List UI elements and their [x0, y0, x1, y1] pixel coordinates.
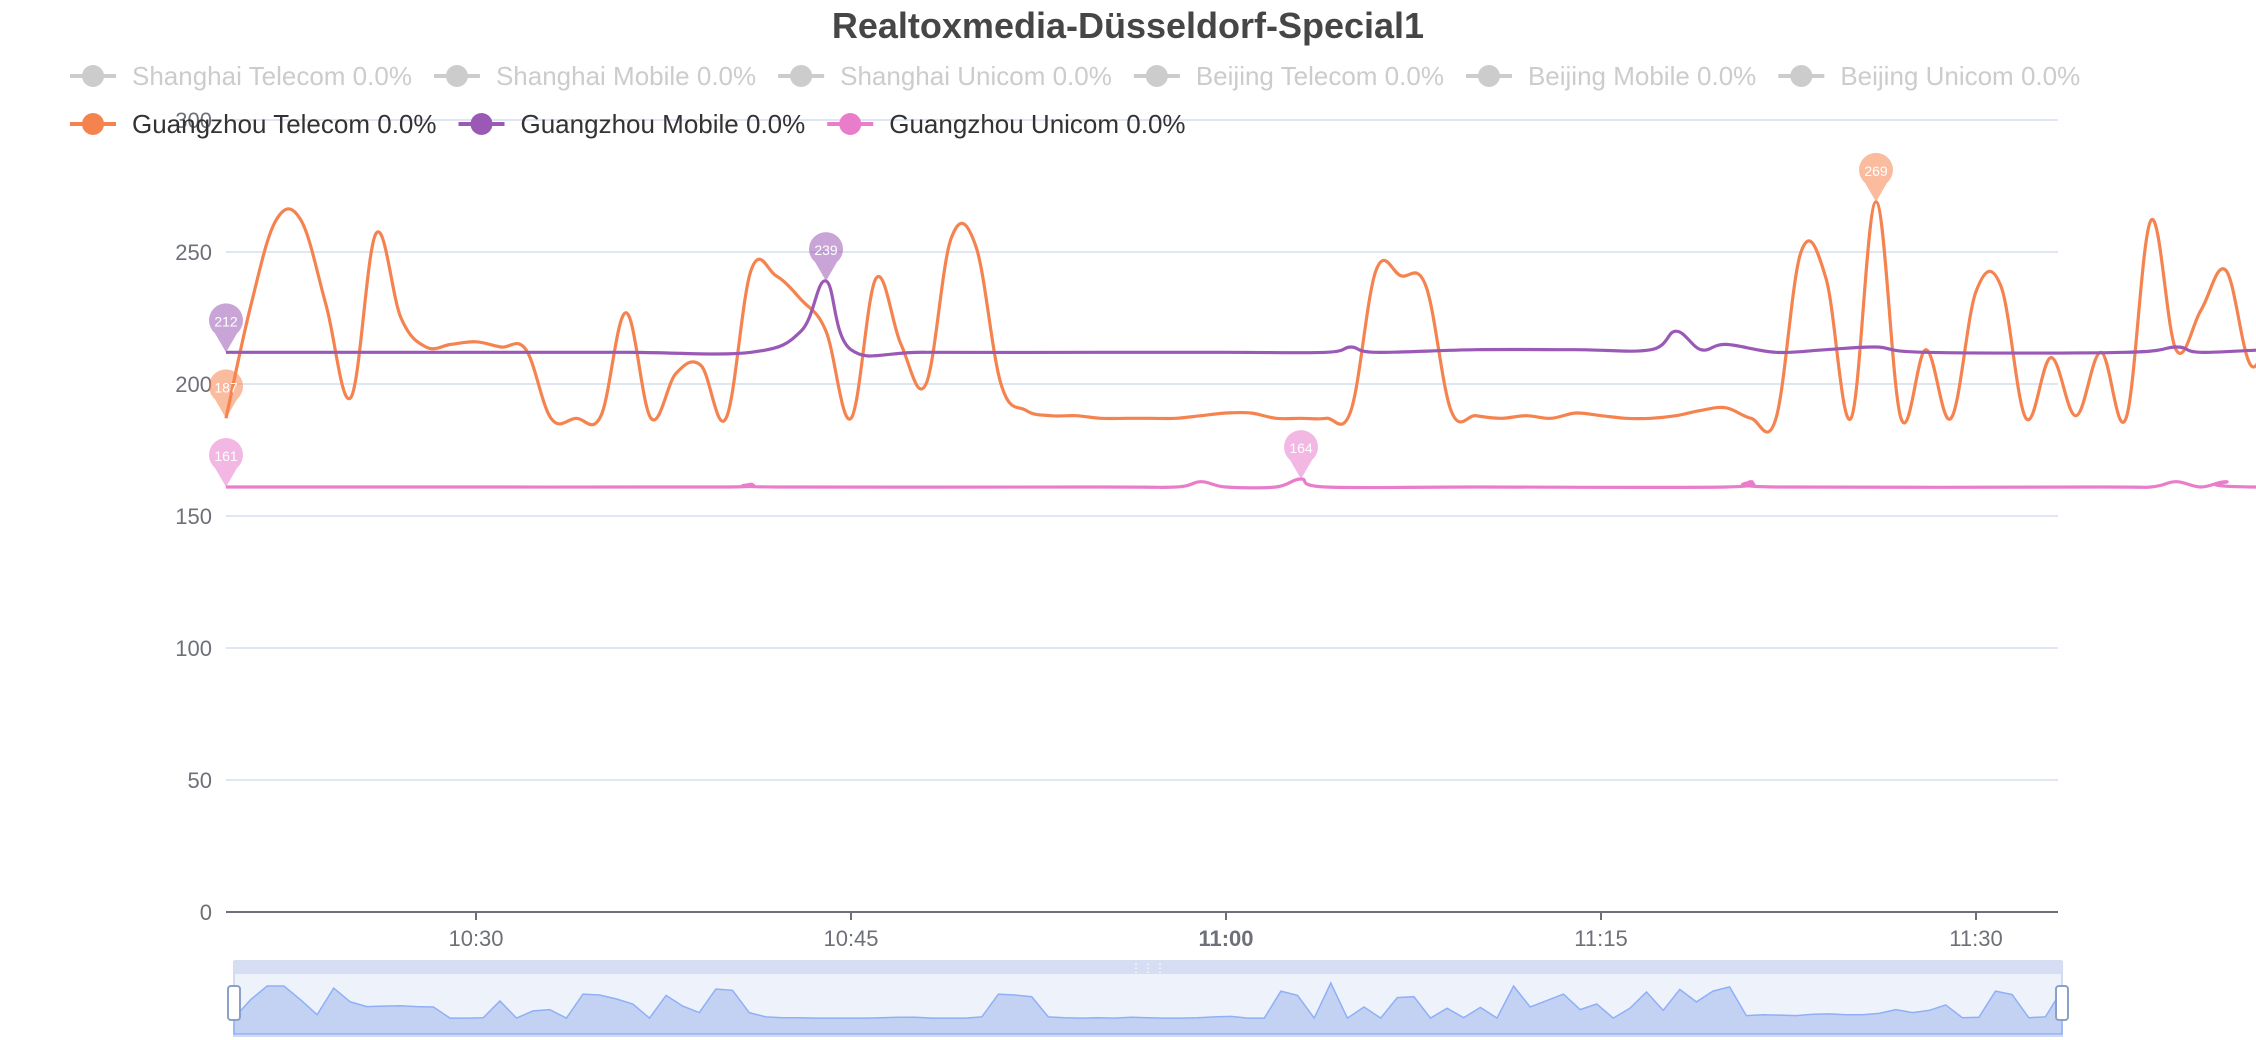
- series-line-0[interactable]: [224, 200, 2256, 434]
- legend-label: Shanghai Unicom 0.0%: [840, 61, 1112, 91]
- x-tick-label: 11:15: [1574, 926, 1627, 951]
- y-tick-label: 200: [175, 372, 212, 397]
- marker-label: 239: [814, 242, 838, 258]
- legend-label: Guangzhou Mobile 0.0%: [521, 109, 806, 139]
- legend-item[interactable]: Shanghai Telecom 0.0%: [70, 61, 412, 91]
- y-tick-label: 250: [175, 240, 212, 265]
- legend-item[interactable]: Beijing Unicom 0.0%: [1778, 61, 2080, 91]
- legend-dot-icon: [82, 113, 104, 135]
- chart-title: Realtoxmedia-Düsseldorf-Special1: [832, 5, 1424, 46]
- marker-pin-shape: [209, 369, 243, 419]
- legend-dot-icon: [445, 65, 468, 87]
- marker-label: 164: [1289, 440, 1313, 456]
- zoom-move-handle[interactable]: [234, 960, 2062, 974]
- x-tick-label: 10:45: [823, 926, 878, 951]
- zoom-right-handle[interactable]: [2055, 985, 2069, 1021]
- legend-label: Shanghai Telecom 0.0%: [132, 61, 412, 91]
- legend-item[interactable]: Guangzhou Unicom 0.0%: [827, 109, 1186, 139]
- legend-item[interactable]: Shanghai Unicom 0.0%: [778, 61, 1112, 91]
- legend[interactable]: Shanghai Telecom 0.0% Shanghai Mobile 0.0…: [70, 61, 2080, 139]
- legend-label: Shanghai Mobile 0.0%: [496, 61, 756, 91]
- legend-item[interactable]: Guangzhou Telecom 0.0%: [70, 109, 437, 139]
- marker-label: 161: [214, 448, 238, 464]
- marker-pin[interactable]: 212: [209, 303, 243, 353]
- marker-pin-shape: [1859, 152, 1893, 202]
- x-tick-label: 11:30: [1949, 926, 2002, 951]
- legend-label: Beijing Telecom 0.0%: [1196, 61, 1444, 91]
- x-tick-label: 10:30: [448, 926, 503, 951]
- axes: 0 50 100 150 200 250 300 10:30 10:45 11:00 11:15 11…: [175, 108, 2058, 951]
- marker-pin[interactable]: 269: [1859, 152, 1893, 202]
- y-tick-label: 150: [175, 504, 212, 529]
- marker-pin-shape: [1283, 430, 1318, 480]
- legend-label: Guangzhou Unicom 0.0%: [889, 109, 1185, 139]
- y-tick-label: 0: [200, 900, 212, 925]
- x-tick-label: 11:00: [1198, 926, 1253, 951]
- zoom-preview-area: [233, 981, 2063, 1035]
- legend-item[interactable]: Beijing Telecom 0.0%: [1133, 61, 1444, 91]
- zoom-left-handle[interactable]: [227, 985, 241, 1021]
- marker-label: 212: [214, 313, 238, 329]
- marker-label: 187: [214, 379, 238, 395]
- marker-pin-shape: [209, 303, 243, 353]
- series-line-1[interactable]: [226, 279, 2256, 358]
- legend-dot-icon: [82, 65, 104, 87]
- legend-dot-icon: [839, 113, 862, 135]
- legend-label: Guangzhou Telecom 0.0%: [132, 109, 437, 139]
- legend-dot-icon: [790, 65, 813, 87]
- y-tick-label: 100: [175, 636, 212, 661]
- markers: 187 269 212 239 161 164: [209, 152, 1893, 487]
- marker-pin[interactable]: 239: [808, 232, 843, 282]
- marker-label: 269: [1864, 163, 1888, 179]
- legend-dot-icon: [1145, 65, 1168, 87]
- data-zoom-slider[interactable]: ⋮⋮⋮: [227, 960, 2069, 1037]
- series-line-2[interactable]: [225, 477, 2256, 490]
- legend-dot-icon: [1790, 65, 1813, 87]
- grip-icon: ⋮⋮⋮: [1130, 961, 1166, 975]
- legend-item[interactable]: Shanghai Mobile 0.0%: [433, 61, 756, 91]
- y-tick-label: 50: [188, 768, 212, 793]
- marker-pin[interactable]: 164: [1283, 430, 1318, 480]
- legend-dot-icon: [1477, 65, 1500, 87]
- legend-item[interactable]: Beijing Mobile 0.0%: [1465, 61, 1756, 91]
- legend-label: Beijing Unicom 0.0%: [1840, 61, 2080, 91]
- marker-pin[interactable]: 161: [209, 437, 243, 487]
- legend-item[interactable]: Guangzhou Mobile 0.0%: [458, 109, 806, 139]
- marker-pin-shape: [808, 232, 843, 282]
- grid: [226, 119, 2058, 781]
- series-lines: [224, 200, 2256, 490]
- marker-pin-shape: [209, 437, 243, 487]
- y-tick-label: 300: [175, 108, 212, 133]
- legend-dot-icon: [470, 113, 493, 135]
- legend-label: Beijing Mobile 0.0%: [1528, 61, 1756, 91]
- marker-pin[interactable]: 187: [209, 369, 243, 419]
